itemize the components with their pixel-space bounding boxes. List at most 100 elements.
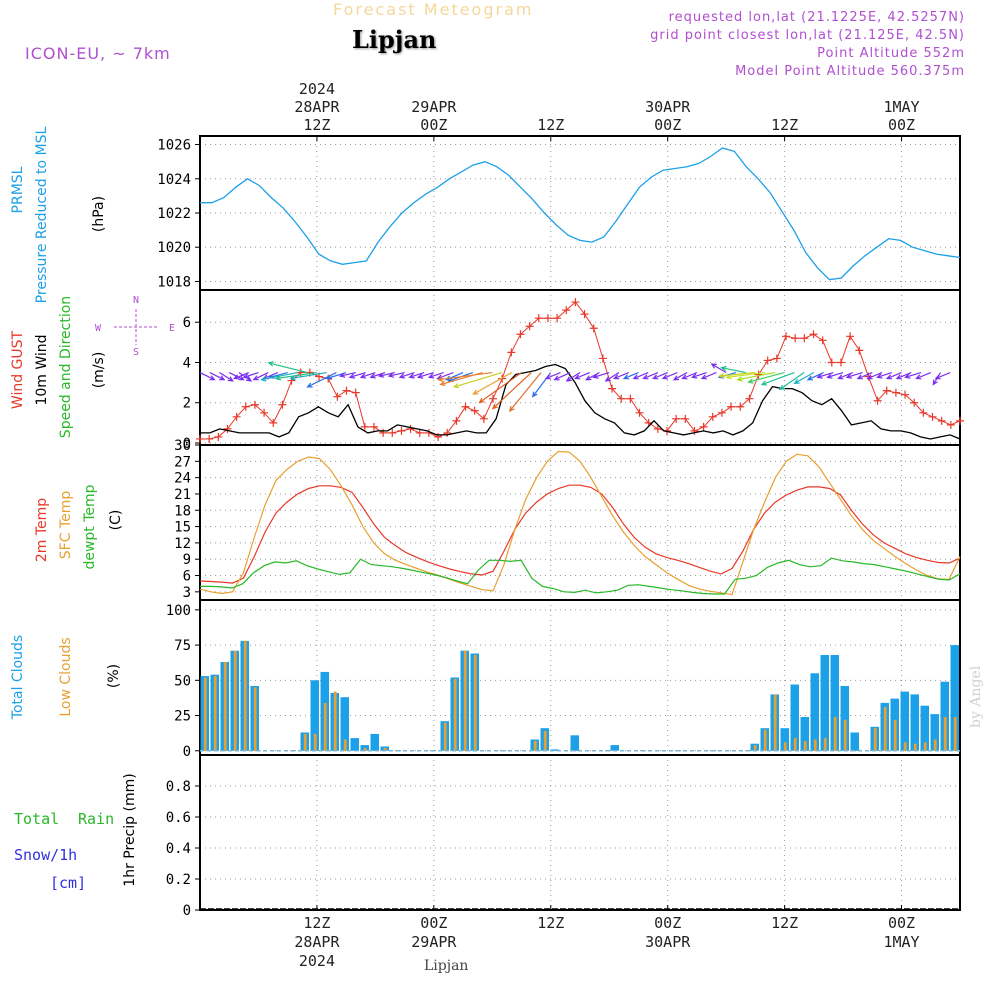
gust-marker <box>241 402 250 411</box>
wind-direction-arrow <box>736 371 775 382</box>
top-time-label: 1MAY <box>883 98 919 116</box>
total-cloud-bar <box>340 697 349 751</box>
low-cloud-bar <box>843 719 847 751</box>
gust-marker <box>214 432 223 441</box>
precip-label-total: Total <box>14 810 59 828</box>
compass-w: W <box>95 323 102 334</box>
wind-direction-arrow <box>387 371 405 378</box>
wind-direction-arrow <box>274 371 318 381</box>
temp-2m-line <box>199 484 961 584</box>
wind-unit: (m/s) <box>91 352 107 389</box>
requested-coords: requested lon,lat (21.1225E, 42.5257N) <box>668 10 965 25</box>
gust-marker <box>461 402 470 411</box>
gust-marker <box>782 332 791 341</box>
clouds-label-total: Total Clouds <box>10 635 26 720</box>
gust-marker <box>727 402 736 411</box>
clouds-ytick-label: 100 <box>166 603 191 619</box>
gust-marker <box>260 408 269 417</box>
wind-direction-arrow <box>876 371 892 379</box>
wind-direction-arrow <box>691 371 707 379</box>
temp-unit: (C) <box>108 510 124 531</box>
wind-direction-arrow <box>747 371 785 384</box>
gust-marker <box>818 336 827 345</box>
gust-marker <box>580 310 589 319</box>
total-cloud-bar <box>350 738 359 751</box>
gust-marker <box>809 330 818 339</box>
pressure-panel: 1018 1020 1022 1024 1026 <box>157 135 961 291</box>
top-time-label: 00Z <box>654 116 681 134</box>
precip-label-rain: Rain <box>78 810 114 828</box>
low-cloud-bar <box>223 662 227 751</box>
wind-direction-arrow <box>289 371 327 381</box>
low-cloud-bar <box>943 717 947 751</box>
bottom-time-label: 00Z <box>420 914 447 932</box>
gust-marker <box>928 412 937 421</box>
gust-marker <box>571 298 580 307</box>
wind-direction-arrow <box>359 371 376 379</box>
low-cloud-bar <box>953 717 957 751</box>
low-cloud-bar <box>913 743 917 751</box>
wind-ytick-label: 6 <box>183 315 191 331</box>
gust-marker <box>388 428 397 437</box>
gust-marker <box>598 354 607 363</box>
total-cloud-bar <box>840 686 849 751</box>
temp-label-sfc: SFC Temp <box>58 491 74 560</box>
low-cloud-bar <box>763 729 767 751</box>
gust-marker <box>846 332 855 341</box>
gust-marker <box>672 414 681 423</box>
gust-marker <box>553 314 562 323</box>
total-cloud-bar <box>850 732 859 751</box>
wind-direction-arrow <box>700 371 717 380</box>
gust-marker <box>855 346 864 355</box>
wind-direction-arrow <box>267 361 308 374</box>
gridpoint-coords: grid point closest lon,lat (21.125E, 42.… <box>650 28 965 43</box>
wind-direction-arrow <box>845 371 863 379</box>
model-label: ICON-EU, ~ 7km <box>25 44 171 63</box>
wind-direction-arrow <box>508 372 542 412</box>
watermark: by Angel <box>968 665 984 728</box>
gust-marker <box>653 424 662 433</box>
pressure-unit: (hPa) <box>91 196 107 232</box>
temperature-ytick-label: 12 <box>174 536 191 552</box>
low-cloud-bar <box>253 687 257 751</box>
low-cloud-bar <box>793 738 797 751</box>
gust-marker <box>443 428 452 437</box>
gust-marker <box>250 400 259 409</box>
total-cloud-bar <box>910 694 919 751</box>
wind-direction-arrow <box>199 371 216 381</box>
top-time-label: 12Z <box>771 116 798 134</box>
wind-direction-arrow <box>233 371 249 380</box>
wind-direction-arrow <box>348 371 366 379</box>
top-time-label: 29APR <box>411 98 457 116</box>
gust-marker <box>901 390 910 399</box>
wind-direction-arrow <box>856 371 873 380</box>
wind-direction-arrow <box>793 372 815 384</box>
low-cloud-bar <box>883 707 887 751</box>
clouds-ytick-label: 25 <box>174 709 191 725</box>
clouds-ytick-label: 50 <box>174 673 191 689</box>
bottom-time-label: 12Z <box>537 914 564 932</box>
clouds-ytick-label: 75 <box>174 638 191 654</box>
wind-direction-arrow <box>604 372 620 382</box>
precip-label-snow: Snow/1h <box>14 846 77 864</box>
low-cloud-bar <box>383 748 387 751</box>
wind-direction-arrow <box>574 371 590 380</box>
gust-marker <box>910 398 919 407</box>
gust-marker <box>836 358 845 367</box>
gust-marker <box>946 420 955 429</box>
gust-marker <box>772 354 781 363</box>
wind-direction-arrow <box>778 372 805 391</box>
clouds-unit: (%) <box>106 664 122 688</box>
pressure-ytick-label: 1018 <box>157 274 191 290</box>
total-cloud-bar <box>800 717 809 751</box>
bottom-time-label: 2024 <box>299 952 335 970</box>
temperature-ytick-label: 3 <box>183 585 191 601</box>
pressure-line <box>200 147 961 281</box>
wind-direction-arrow <box>491 372 532 410</box>
pressure-ytick-label: 1020 <box>157 240 191 256</box>
wind-direction-arrow <box>553 371 571 381</box>
top-time-label: 28APR <box>294 98 340 116</box>
wind-direction-arrow <box>632 371 649 380</box>
gust-marker <box>470 406 479 415</box>
wind-ytick-label: 4 <box>183 355 191 371</box>
